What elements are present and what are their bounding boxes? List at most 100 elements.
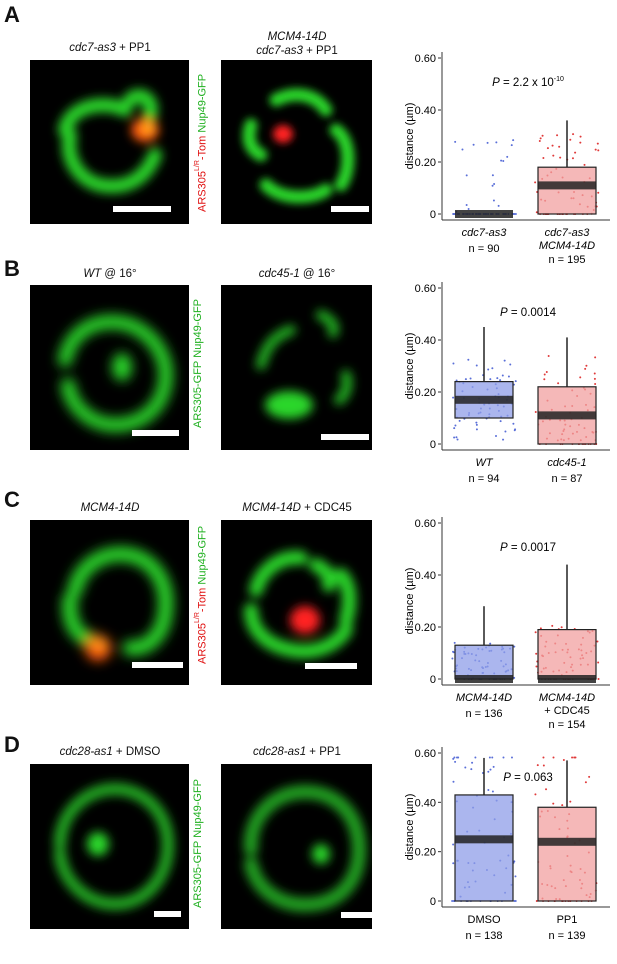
channel-label-c: ARS305L/R-Tom Nup49-GFP — [194, 525, 209, 664]
data-point — [507, 375, 510, 378]
data-point — [452, 843, 455, 846]
data-point — [497, 204, 500, 207]
image-title-c1: MCM4-14D — [80, 502, 140, 514]
data-point — [499, 379, 502, 382]
data-point — [543, 378, 546, 381]
scale-bar — [113, 206, 171, 212]
micrograph-a1 — [30, 60, 189, 224]
scale-bar — [132, 662, 183, 668]
data-point — [542, 764, 545, 767]
data-point — [488, 756, 491, 759]
y-tick-label: 0.60 — [415, 283, 436, 295]
data-point — [579, 141, 582, 144]
data-point — [539, 137, 542, 140]
data-point — [536, 764, 539, 767]
data-point — [562, 758, 565, 761]
y-tick-label: 0.40 — [415, 797, 436, 809]
channel-label-b: ARS305-GFP Nup49-GFP — [192, 298, 204, 428]
data-point — [574, 151, 577, 154]
data-point — [472, 143, 475, 146]
image-title-b2: cdc45-1 @ 16° — [258, 268, 336, 280]
data-point — [499, 420, 502, 423]
image-title-d2: cdc28-as1 + PP1 — [253, 746, 341, 758]
box — [537, 806, 597, 902]
data-point — [487, 368, 490, 371]
box — [454, 794, 514, 902]
data-point — [495, 435, 498, 438]
data-point — [552, 802, 555, 805]
data-point — [597, 678, 600, 680]
x-category-label: + CDC45 — [544, 705, 590, 717]
data-point — [569, 800, 572, 803]
x-category-label: PP1 — [557, 914, 578, 926]
channel-label-d: ARS305-GFP Nup49-GFP — [192, 778, 204, 908]
median-band — [538, 181, 596, 190]
data-point — [538, 139, 541, 142]
data-point — [509, 363, 512, 366]
p-value-label: P = 0.0017 — [500, 542, 556, 554]
data-point — [470, 768, 473, 771]
data-point — [597, 149, 600, 152]
micrograph-b2 — [221, 285, 372, 450]
y-tick-label: 0.40 — [415, 105, 436, 117]
p-value-label: P = 2.2 x 10-10 — [492, 76, 564, 89]
data-point — [541, 134, 544, 137]
data-point — [579, 135, 582, 138]
data-point — [574, 756, 577, 759]
sample-size-label: n = 136 — [465, 708, 502, 720]
data-point — [455, 379, 458, 382]
data-point — [489, 642, 492, 645]
data-point — [585, 364, 588, 367]
data-point — [502, 438, 505, 441]
data-point — [501, 374, 504, 377]
data-point — [551, 144, 554, 147]
data-point — [514, 380, 517, 383]
data-point — [547, 354, 550, 357]
median-band — [455, 835, 513, 844]
data-point — [502, 756, 505, 759]
data-point — [453, 436, 456, 439]
micrograph-c2 — [221, 520, 372, 685]
scale-bar — [331, 206, 369, 212]
box — [537, 166, 597, 215]
data-point — [471, 761, 474, 764]
sample-size-label: n = 90 — [469, 243, 500, 255]
data-point — [513, 676, 516, 679]
data-point — [535, 211, 538, 214]
data-point — [539, 627, 542, 630]
y-axis-label: distance (µm) — [404, 568, 416, 635]
box-plot-d: distance (µm) 0 0.20 0.40 0.60 DMSO n = 138 PP1… — [400, 735, 617, 959]
data-point — [543, 373, 546, 376]
data-point — [455, 436, 458, 439]
micrograph-b1 — [30, 285, 189, 450]
data-point — [500, 159, 503, 162]
scale-bar — [341, 912, 372, 918]
data-point — [451, 657, 454, 660]
scale-bar — [132, 430, 179, 436]
y-tick-label: 0.40 — [415, 335, 436, 347]
data-point — [593, 372, 596, 375]
panel-letter-b: B — [4, 256, 20, 281]
panel-letter-d: D — [4, 732, 20, 757]
median-band — [538, 837, 596, 846]
data-point — [552, 154, 555, 157]
data-point — [594, 383, 597, 386]
data-point — [486, 141, 489, 144]
data-point — [597, 661, 600, 664]
data-point — [475, 428, 478, 431]
panel-letter-a: A — [4, 2, 20, 27]
p-value-label: P = 0.063 — [503, 772, 553, 784]
data-point — [556, 134, 559, 137]
data-point — [495, 141, 498, 144]
micrograph-c1 — [30, 520, 189, 685]
sample-size-label: n = 154 — [548, 719, 585, 731]
data-point — [489, 378, 492, 381]
micrograph-d2 — [221, 764, 372, 929]
data-point — [453, 756, 456, 759]
data-point — [502, 159, 505, 162]
data-point — [467, 208, 470, 211]
data-point — [546, 147, 549, 150]
image-title-b1: WT @ 16° — [83, 268, 137, 280]
data-point — [512, 422, 515, 425]
data-point — [561, 804, 564, 807]
